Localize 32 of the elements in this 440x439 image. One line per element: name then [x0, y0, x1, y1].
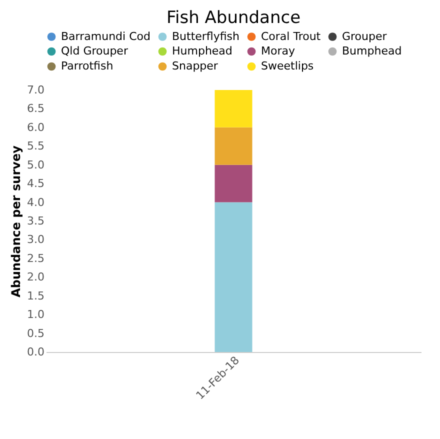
y-tick-label: 5.0: [27, 158, 44, 172]
y-tick-label: 1.5: [27, 289, 44, 302]
y-tick-label: 5.5: [27, 140, 44, 153]
legend-label: Grouper: [342, 30, 388, 43]
legend-label: Barramundi Cod: [61, 30, 150, 43]
bar: [214, 90, 252, 128]
legend-label: Parrotfish: [61, 60, 114, 72]
legend-label: Bumphead: [342, 44, 402, 58]
legend-label: Snapper: [172, 60, 218, 72]
y-tick-label: 6.5: [27, 102, 44, 116]
legend-label: Butterflyfish: [172, 30, 240, 43]
y-tick-label: 4.5: [27, 177, 44, 190]
y-tick-label: 4.0: [27, 196, 44, 209]
y-tick-label: 2.0: [27, 270, 44, 284]
y-tick-label: 7.0: [27, 84, 44, 96]
chart-title: Fish Abundance: [166, 8, 301, 28]
bar: [214, 202, 252, 352]
bar: [214, 164, 252, 202]
y-tick-label: 0.0: [27, 346, 44, 358]
legend-label: Humphead: [172, 44, 232, 58]
y-tick-label: 2.5: [27, 252, 44, 265]
y-tick-label: 6.0: [27, 120, 44, 134]
legend-label: Coral Trout: [261, 30, 322, 43]
y-tick-label: 1.0: [27, 308, 44, 322]
y-tick-label: 3.0: [27, 233, 44, 246]
y-tick-label: 0.5: [27, 326, 44, 340]
legend-label: Sweetlips: [261, 60, 314, 72]
legend-label: Moray: [261, 44, 296, 58]
bar: [214, 127, 252, 165]
legend-label: Qld Grouper: [61, 44, 128, 58]
y-tick-label: 3.5: [27, 214, 44, 228]
y-axis-title: Abundance per survey: [9, 145, 24, 298]
